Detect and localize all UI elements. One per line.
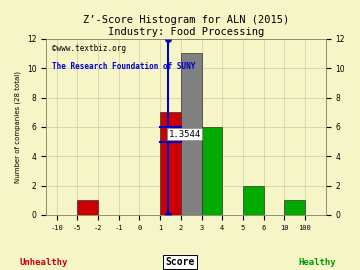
- Bar: [284, 200, 305, 215]
- Text: ©www.textbiz.org: ©www.textbiz.org: [52, 44, 126, 53]
- Text: The Research Foundation of SUNY: The Research Foundation of SUNY: [52, 62, 195, 71]
- Bar: [181, 53, 202, 215]
- Text: Unhealthy: Unhealthy: [19, 258, 67, 267]
- Bar: [202, 127, 222, 215]
- Bar: [77, 200, 98, 215]
- Bar: [243, 185, 264, 215]
- Text: Healthy: Healthy: [298, 258, 336, 267]
- Text: 1.3544: 1.3544: [168, 130, 201, 139]
- Y-axis label: Number of companies (28 total): Number of companies (28 total): [15, 71, 22, 183]
- Title: Z’-Score Histogram for ALN (2015)
Industry: Food Processing: Z’-Score Histogram for ALN (2015) Indust…: [83, 15, 289, 37]
- Bar: [160, 112, 181, 215]
- Text: Score: Score: [165, 257, 195, 267]
